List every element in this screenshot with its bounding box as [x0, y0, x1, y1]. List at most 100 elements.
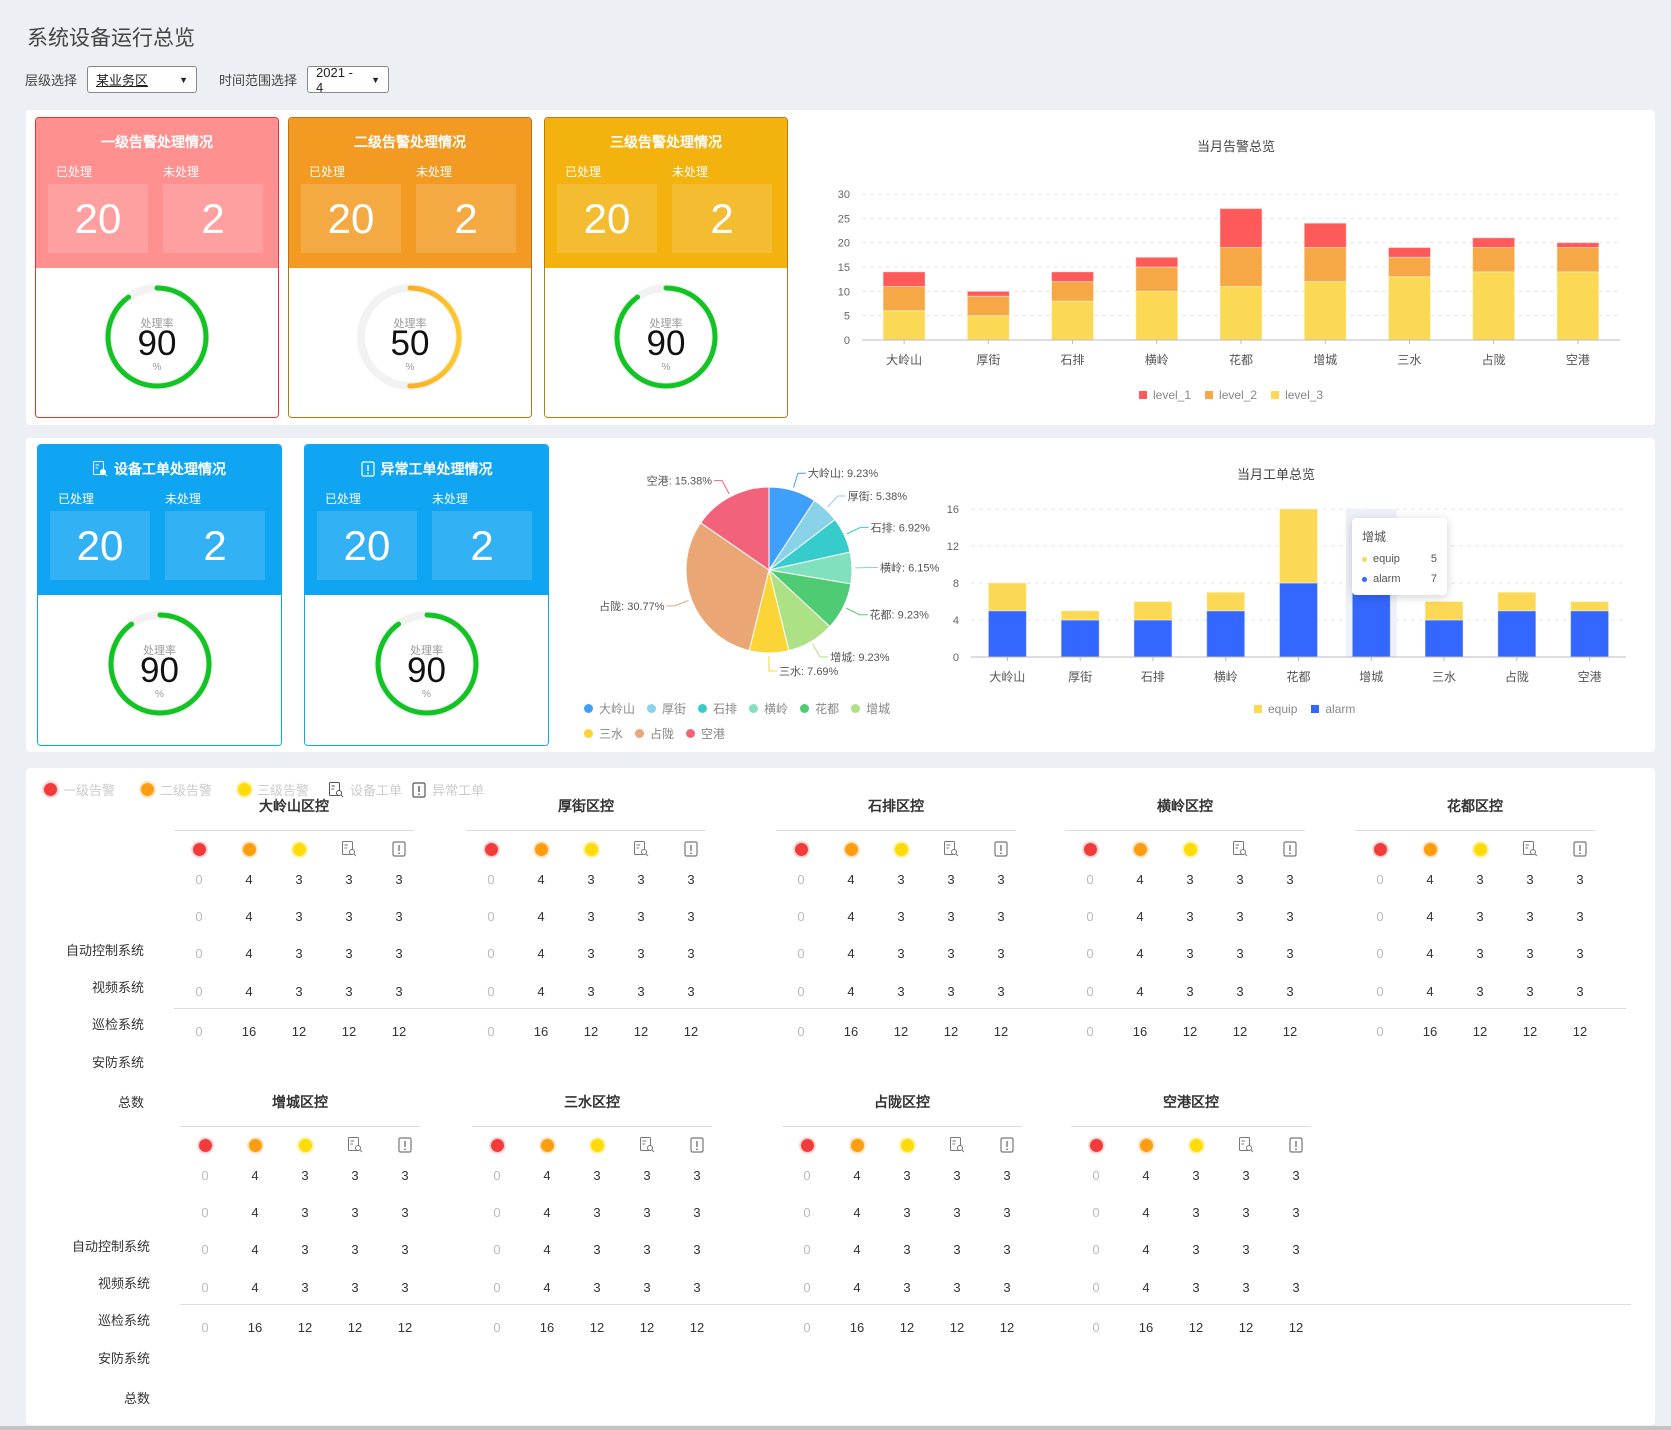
legend-item-level2[interactable]: level_2 — [1205, 388, 1257, 402]
bar-level_2[interactable] — [966, 295, 1010, 317]
bar-equip[interactable] — [1570, 601, 1610, 612]
bar-level_3[interactable] — [1051, 300, 1095, 341]
table-cell: 3 — [1003, 1168, 1011, 1183]
bar-level_1[interactable] — [1556, 242, 1600, 249]
bar-equip[interactable] — [1206, 591, 1246, 612]
level1-dot-icon — [484, 842, 498, 856]
column-header — [622, 1135, 672, 1155]
level2-dot-icon — [1423, 842, 1437, 856]
handled-count: 20 — [48, 184, 148, 253]
pie-label-line — [827, 495, 846, 508]
bar-alarm[interactable] — [1497, 610, 1537, 658]
bar-level_2[interactable] — [1387, 256, 1431, 278]
legend-item-level1[interactable]: level_1 — [1139, 388, 1191, 402]
bar-level_1[interactable] — [882, 271, 926, 287]
table-cell: 3 — [1476, 946, 1484, 961]
bar-equip[interactable] — [1133, 601, 1173, 621]
table-cell: 4 — [853, 1205, 861, 1220]
table-cell: 3 — [1526, 872, 1534, 887]
bar-level_2[interactable] — [1556, 247, 1600, 273]
bar-alarm[interactable] — [987, 610, 1027, 658]
table-row: 0 4 3 3 3 — [1355, 909, 1605, 924]
legend-dot — [686, 729, 696, 738]
pie-legend-item[interactable]: 花都 — [800, 700, 839, 717]
equip-dot-icon — [1362, 557, 1367, 562]
bar-alarm[interactable] — [1206, 610, 1246, 658]
bar-level_2[interactable] — [1135, 266, 1179, 292]
bar-level_2[interactable] — [1472, 247, 1516, 273]
bar-level_1[interactable] — [966, 290, 1010, 297]
bar-alarm[interactable] — [1351, 591, 1391, 658]
pie-legend-item[interactable]: 空港 — [686, 725, 725, 742]
total-cell: 16 — [241, 1024, 257, 1039]
area-tables-panel: 一级告警 二级告警 三级告警 设备工单 异常工单 自动控制系统 视频系统 巡检系统安… — [26, 768, 1655, 1425]
table-row: 0 4 3 3 3 — [1355, 946, 1605, 961]
bar-alarm[interactable] — [1279, 582, 1318, 658]
table-cell: 3 — [1292, 1205, 1300, 1220]
pie-legend-item[interactable]: 厚街 — [647, 700, 686, 717]
table-cell: 3 — [687, 984, 695, 999]
level-select[interactable]: 某业务区 ▼ — [87, 66, 198, 93]
pie-legend-item[interactable]: 横岭 — [749, 700, 788, 717]
table-cell: 0 — [1086, 984, 1094, 999]
time-range-select[interactable]: 2021 - 4 ▼ — [307, 65, 390, 95]
bar-alarm[interactable] — [1570, 610, 1610, 658]
legend-item-level3[interactable]: level_3 — [1271, 388, 1323, 402]
table-cell: 3 — [637, 872, 645, 887]
bar-level_1[interactable] — [1472, 237, 1516, 249]
pie-legend-item[interactable]: 增城 — [851, 700, 890, 717]
bar-level_3[interactable] — [882, 310, 926, 341]
total-cell: 12 — [1182, 1024, 1198, 1039]
bar-equip[interactable] — [1060, 610, 1100, 621]
table-cell: 4 — [853, 1280, 861, 1295]
area-table: 厚街区控 0 4 3 3 3 0 4 3 3 3 0 4 3 3 3 0 4 3 3 3 0 16 12 12 12 — [466, 796, 716, 1046]
bar-level_3[interactable] — [966, 315, 1010, 341]
legend-item-alarm[interactable]: alarm — [1311, 702, 1355, 716]
bar-alarm[interactable] — [1060, 619, 1100, 658]
bar-level_2[interactable] — [1219, 247, 1263, 287]
pie-slice[interactable] — [700, 486, 770, 571]
table-cell: 4 — [1142, 1280, 1150, 1295]
bar-level_1[interactable] — [1051, 271, 1095, 283]
bar-level_2[interactable] — [1051, 281, 1095, 302]
table-cell: 0 — [195, 909, 203, 924]
bar-level_1[interactable] — [1219, 208, 1263, 249]
total-cell: 12 — [1232, 1024, 1248, 1039]
area-title-divider — [174, 830, 414, 831]
column-header — [666, 839, 716, 859]
bar-equip[interactable] — [1424, 601, 1464, 621]
handled-label: 已处理 — [56, 165, 93, 179]
x-tick-label: 花都 — [1286, 669, 1310, 684]
level2-dot-icon — [534, 842, 548, 856]
pie-legend-item[interactable]: 石排 — [698, 700, 737, 717]
bar-level_3[interactable] — [1556, 271, 1600, 341]
level1-alarm-card: 一级告警处理情况 已处理 未处理 20 2 处理率 90 % — [35, 117, 279, 418]
tooltip-series-value: 5 — [1430, 553, 1437, 565]
bar-level_1[interactable] — [1303, 222, 1347, 249]
bar-level_2[interactable] — [882, 285, 926, 312]
table-cell: 3 — [903, 1242, 911, 1257]
legend-swatch — [1311, 705, 1320, 713]
bar-equip[interactable] — [1497, 591, 1537, 612]
pie-legend-item[interactable]: 占陇 — [635, 725, 674, 742]
bar-equip[interactable] — [987, 582, 1027, 612]
column-header — [776, 839, 826, 859]
bar-level_3[interactable] — [1135, 290, 1179, 341]
column-header — [516, 839, 566, 859]
bar-alarm[interactable] — [1424, 619, 1464, 658]
pie-legend-item[interactable]: 大岭山 — [584, 700, 635, 717]
bar-alarm[interactable] — [1133, 619, 1173, 658]
pie-slice[interactable] — [685, 522, 770, 652]
horizontal-scrollbar[interactable] — [0, 1426, 1671, 1430]
bar-level_1[interactable] — [1387, 247, 1431, 258]
legend-item-equip[interactable]: equip — [1254, 702, 1297, 716]
bar-level_3[interactable] — [1219, 285, 1263, 341]
table-cell: 4 — [251, 1168, 259, 1183]
bar-level_3[interactable] — [1303, 281, 1347, 341]
bar-level_1[interactable] — [1135, 256, 1179, 268]
bar-level_2[interactable] — [1303, 247, 1347, 283]
pie-legend-item[interactable]: 三水 — [584, 725, 623, 742]
bar-level_3[interactable] — [1387, 276, 1431, 341]
bar-equip[interactable] — [1279, 508, 1318, 584]
bar-level_3[interactable] — [1472, 271, 1516, 341]
